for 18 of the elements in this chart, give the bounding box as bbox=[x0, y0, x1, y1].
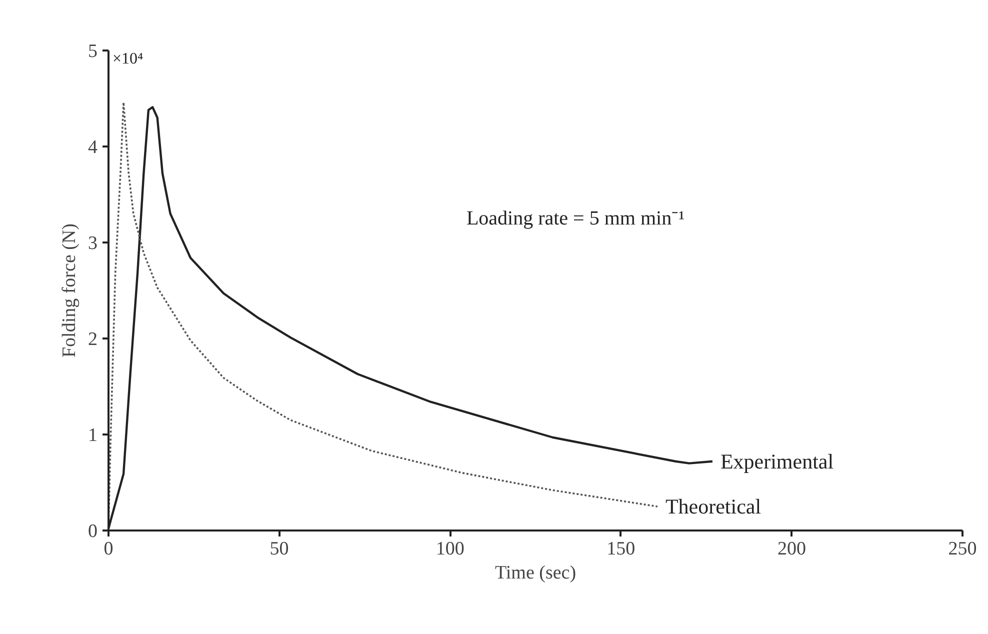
series-label: Theoretical bbox=[665, 494, 762, 518]
x-tick-label: 150 bbox=[606, 538, 636, 560]
y-tick-label: 4 bbox=[88, 137, 98, 158]
x-tick-label: 50 bbox=[270, 538, 289, 560]
x-tick-label: 100 bbox=[436, 538, 464, 560]
x-tick-label: 0 bbox=[104, 538, 114, 560]
x-tick-label: 200 bbox=[777, 538, 806, 560]
annotation: Loading rate = 5 mm min⁻¹ bbox=[466, 208, 685, 230]
y-tick-label: 3 bbox=[88, 233, 98, 254]
y-tick-label: 0 bbox=[88, 521, 98, 542]
x-tick-label: 250 bbox=[948, 538, 977, 560]
y-tick-label: 1 bbox=[88, 425, 98, 446]
y-tick-label: 2 bbox=[88, 329, 98, 350]
series-label: Experimental bbox=[720, 449, 834, 474]
x-axis-title: Time (sec) bbox=[494, 562, 576, 584]
y-tick-label: 5 bbox=[88, 41, 98, 62]
annotation: ×10⁴ bbox=[112, 50, 144, 68]
y-axis-title: Folding force (N) bbox=[59, 223, 80, 358]
